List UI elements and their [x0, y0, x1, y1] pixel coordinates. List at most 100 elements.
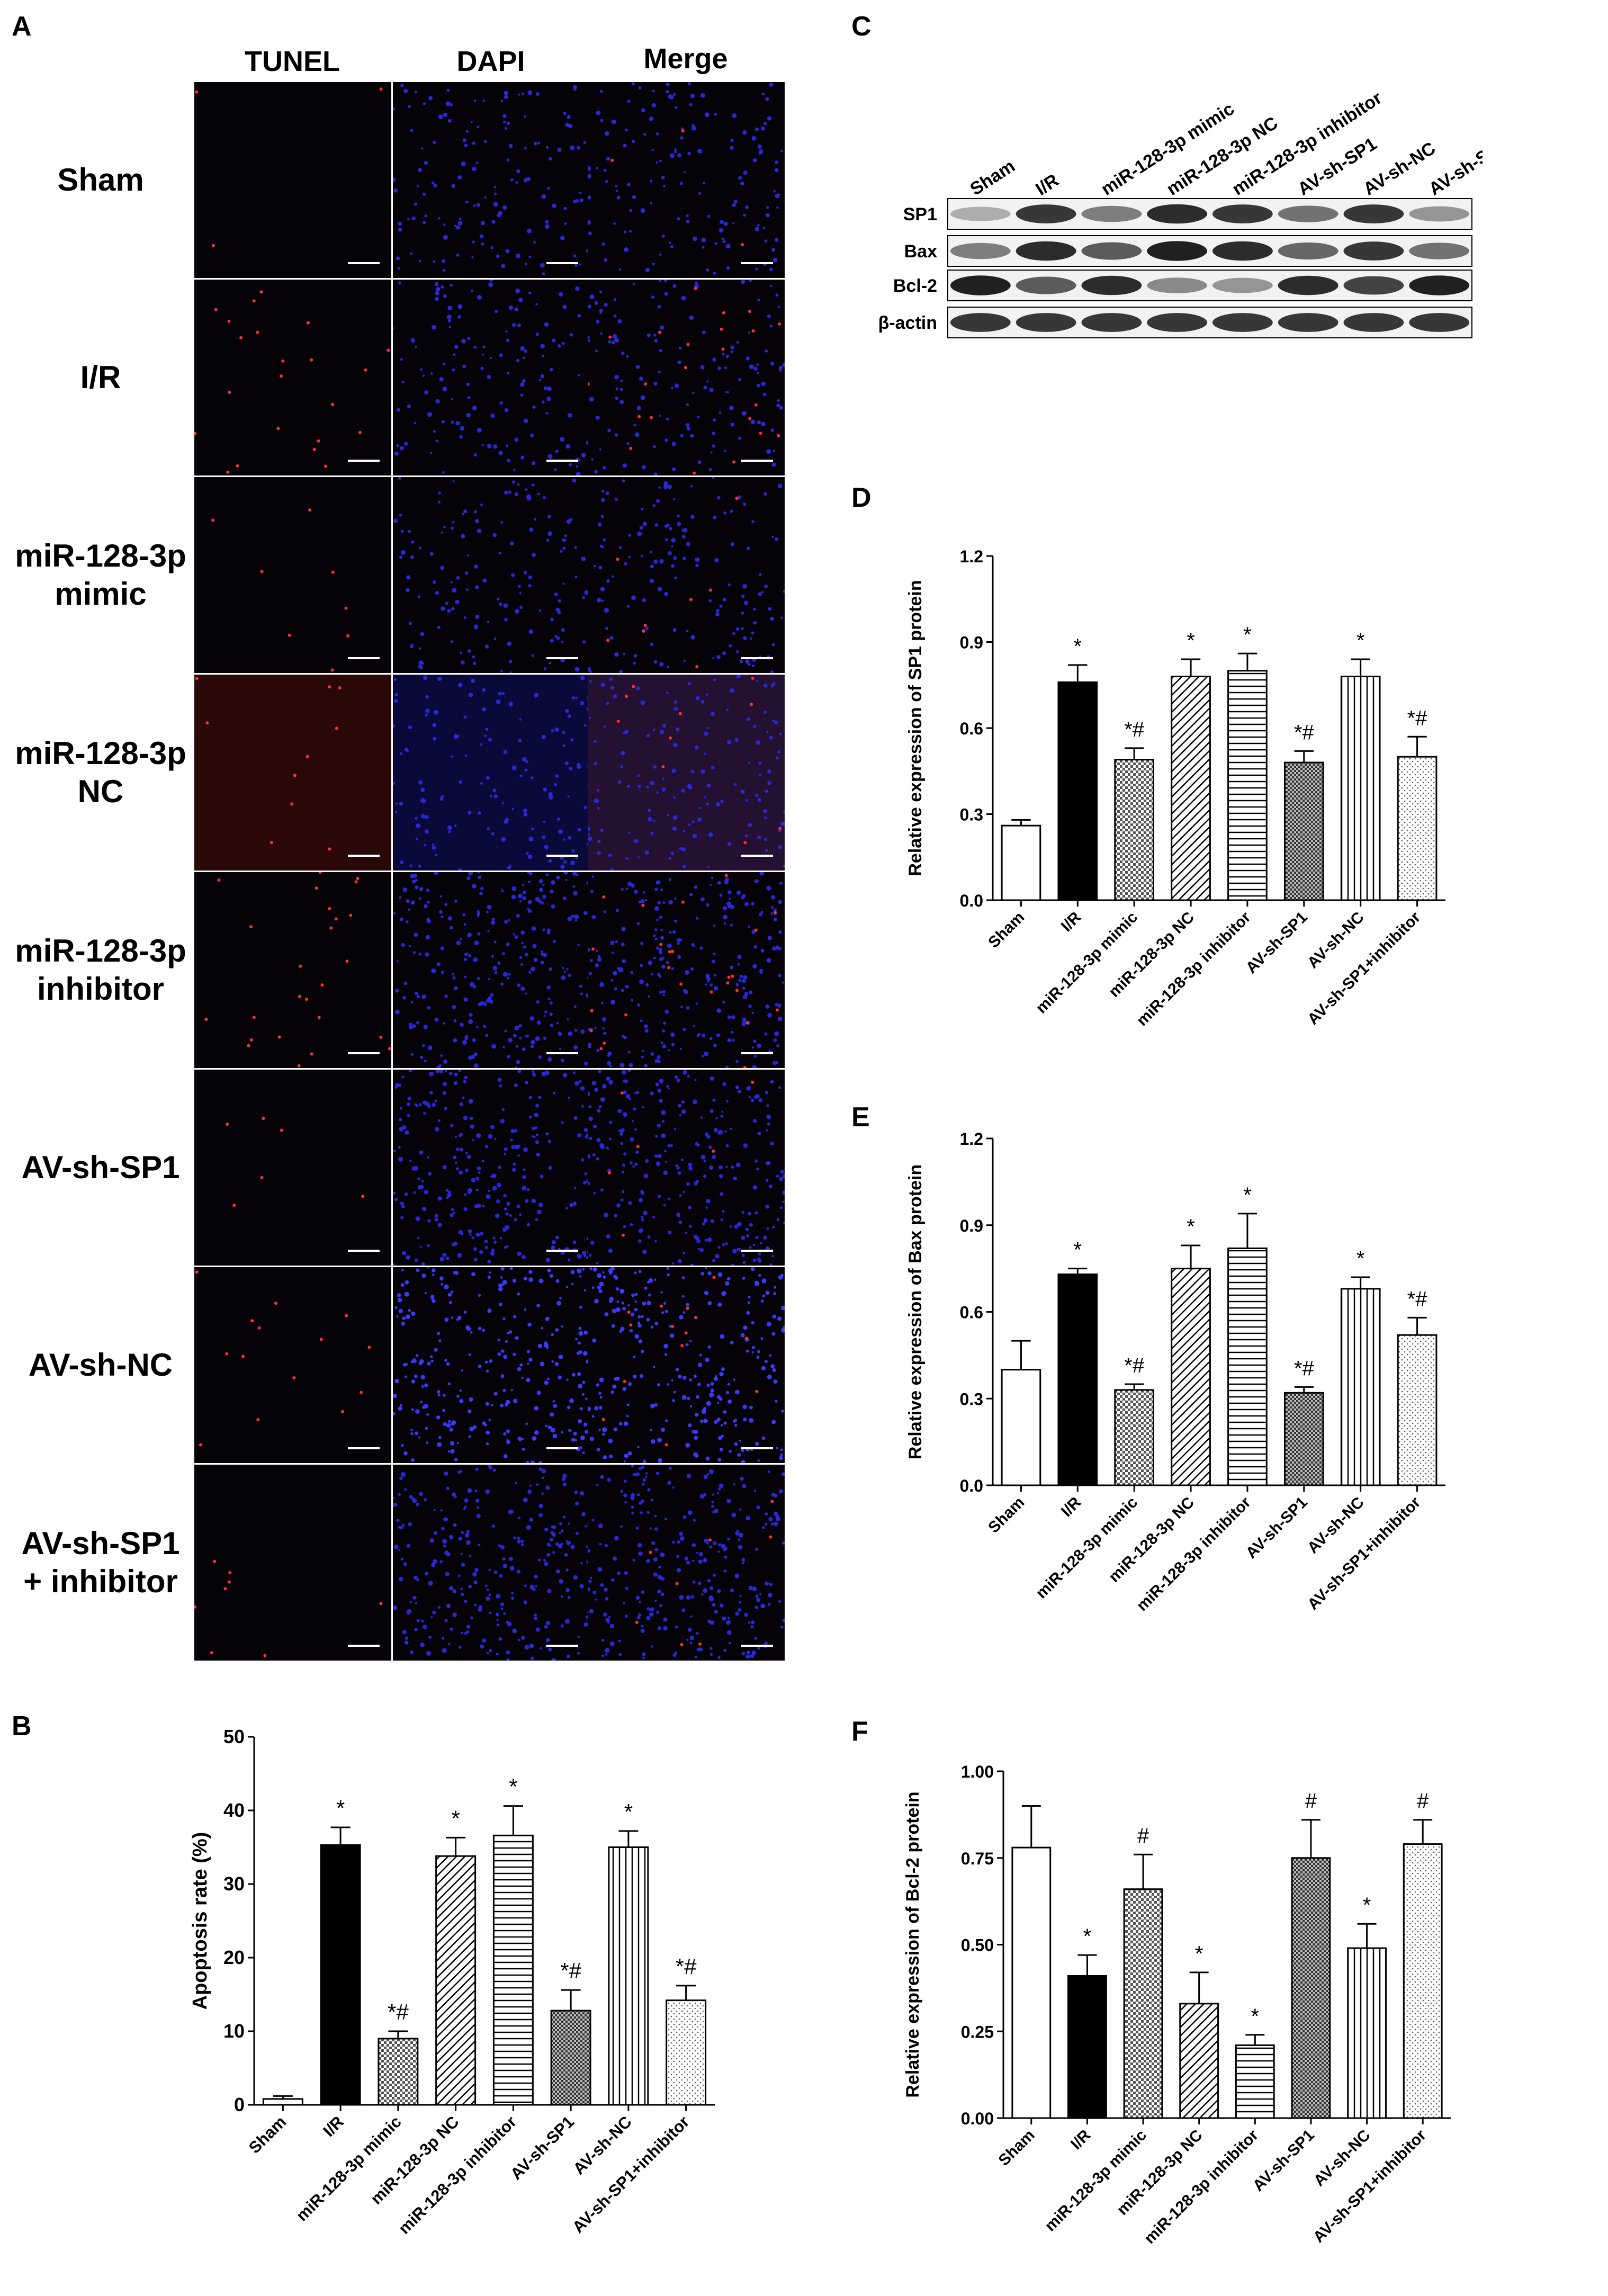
significance-marker: * — [1357, 629, 1365, 652]
bar — [1347, 1947, 1387, 2119]
blot-band — [1081, 313, 1142, 332]
merge-image — [588, 82, 785, 278]
bar — [1397, 1334, 1438, 1486]
panel-d-sp1-chart: Relative expression of SP1 protein 0.0 0.3… — [905, 547, 1445, 1029]
dapi-image — [393, 1465, 590, 1661]
column-header-tunel: TUNEL — [245, 46, 340, 77]
x-tick-label: miR-128-3p inhibitor — [1133, 908, 1254, 1029]
x-tick-label: miR-128-3p inhibitor — [1141, 2126, 1262, 2247]
panel-letter-a: A — [12, 11, 32, 42]
panel-letter-b: B — [12, 1711, 32, 1742]
tunel-image — [194, 1267, 391, 1463]
bar — [1123, 1888, 1163, 2119]
bar — [1001, 824, 1041, 901]
blot-band — [1016, 204, 1076, 223]
x-tick-label: I/R — [319, 2112, 347, 2140]
blot-row-label: SP1 — [903, 204, 937, 225]
significance-marker: * — [1363, 1894, 1371, 1917]
column-header-merge: Merge — [643, 43, 728, 75]
y-tick-label: 0.9 — [960, 1216, 983, 1235]
bar — [1235, 2044, 1275, 2119]
x-tick-label: Sham — [985, 1494, 1028, 1537]
y-tick-label: 10 — [223, 2020, 245, 2042]
bar — [492, 1834, 534, 2106]
bar — [1283, 1392, 1324, 1486]
significance-marker: # — [1417, 1790, 1429, 1813]
row-label: Sham — [57, 162, 144, 198]
merge-image — [588, 675, 785, 871]
merge-image — [588, 872, 785, 1068]
significance-marker: * — [1251, 2005, 1260, 2028]
bar — [1227, 1247, 1268, 1486]
bar — [320, 1844, 361, 2106]
tunel-image — [194, 675, 391, 871]
blot-band — [1081, 275, 1142, 295]
significance-marker: * — [1243, 623, 1252, 647]
dapi-image — [393, 477, 590, 673]
x-tick-label: AV-sh-SP1+inhibitor — [1310, 2126, 1430, 2246]
bar — [1171, 676, 1211, 901]
y-tick-label: 0.6 — [960, 719, 983, 738]
significance-marker: * — [1195, 1942, 1203, 1966]
bar — [1227, 670, 1268, 901]
x-tick-label: Sham — [995, 2127, 1038, 2169]
blot-lane-label: AV-sh-SP1+inhibitor — [1425, 89, 1483, 200]
significance-marker: * — [1074, 635, 1082, 658]
blot-lane-label: Sham — [967, 156, 1019, 199]
bar — [1114, 759, 1155, 901]
y-tick-label: 1.00 — [961, 1762, 994, 1781]
blot-band — [1016, 276, 1076, 294]
bar — [1403, 1843, 1443, 2119]
significance-marker: *# — [676, 1954, 697, 1979]
bar — [1179, 2003, 1219, 2119]
dapi-image — [393, 280, 590, 476]
significance-marker: *# — [1294, 721, 1315, 744]
blot-band — [1212, 277, 1273, 293]
blot-band — [1016, 313, 1076, 332]
blot-band — [950, 243, 1011, 259]
significance-marker: * — [336, 1796, 345, 1820]
row-label: AV-sh-SP1 — [21, 1150, 180, 1185]
y-tick-label: 20 — [223, 1947, 245, 1968]
bar — [262, 2098, 303, 2106]
y-tick-label: 50 — [223, 1726, 245, 1747]
blot-band — [1409, 206, 1470, 222]
significance-marker: *# — [388, 1999, 409, 2024]
blot-band — [1016, 241, 1076, 261]
blot-band — [1147, 204, 1208, 224]
blot-band — [1343, 241, 1404, 261]
blot-band — [1278, 313, 1338, 332]
x-tick-label: AV-sh-SP1+inhibitor — [1304, 908, 1424, 1028]
blot-band — [950, 313, 1011, 332]
blot-band — [950, 207, 1011, 221]
blot-band — [1147, 313, 1208, 332]
y-tick-label: 0 — [234, 2094, 245, 2115]
significance-marker: *# — [1124, 1354, 1145, 1377]
bar — [1340, 676, 1381, 901]
y-tick-label: 0.3 — [960, 1389, 983, 1409]
blot-band — [950, 275, 1011, 295]
x-tick-label: I/R — [1058, 1493, 1085, 1520]
y-tick-label: 1.2 — [960, 547, 983, 566]
y-tick-label: 0.75 — [961, 1849, 994, 1868]
blot-band — [1147, 277, 1208, 293]
tunel-image — [194, 872, 391, 1068]
bar — [1011, 1846, 1052, 2119]
blot-band — [1212, 241, 1273, 261]
x-tick-label: miR-128-3p mimic — [292, 2112, 405, 2225]
significance-marker: *# — [560, 1958, 581, 1983]
dapi-image — [393, 675, 590, 871]
x-tick-label: miR-128-3p mimic — [1032, 909, 1141, 1017]
panel-f-bcl2-chart: Relative expression of Bcl-2 protein 0.00… — [903, 1762, 1451, 2247]
x-tick-label: miR-128-3p mimic — [1032, 1494, 1141, 1602]
blot-band — [1278, 275, 1338, 295]
y-tick-label: 40 — [223, 1799, 245, 1821]
significance-marker: * — [1243, 1183, 1252, 1207]
y-axis-label: Relative expression of Bcl-2 protein — [903, 1791, 923, 2097]
y-tick-label: 30 — [223, 1873, 245, 1895]
blot-band — [1409, 313, 1470, 332]
blot-row-label: β-actin — [878, 313, 937, 333]
significance-marker: *# — [1407, 706, 1428, 730]
y-tick-label: 0.0 — [960, 1476, 983, 1495]
y-tick-label: 0.9 — [960, 633, 983, 652]
